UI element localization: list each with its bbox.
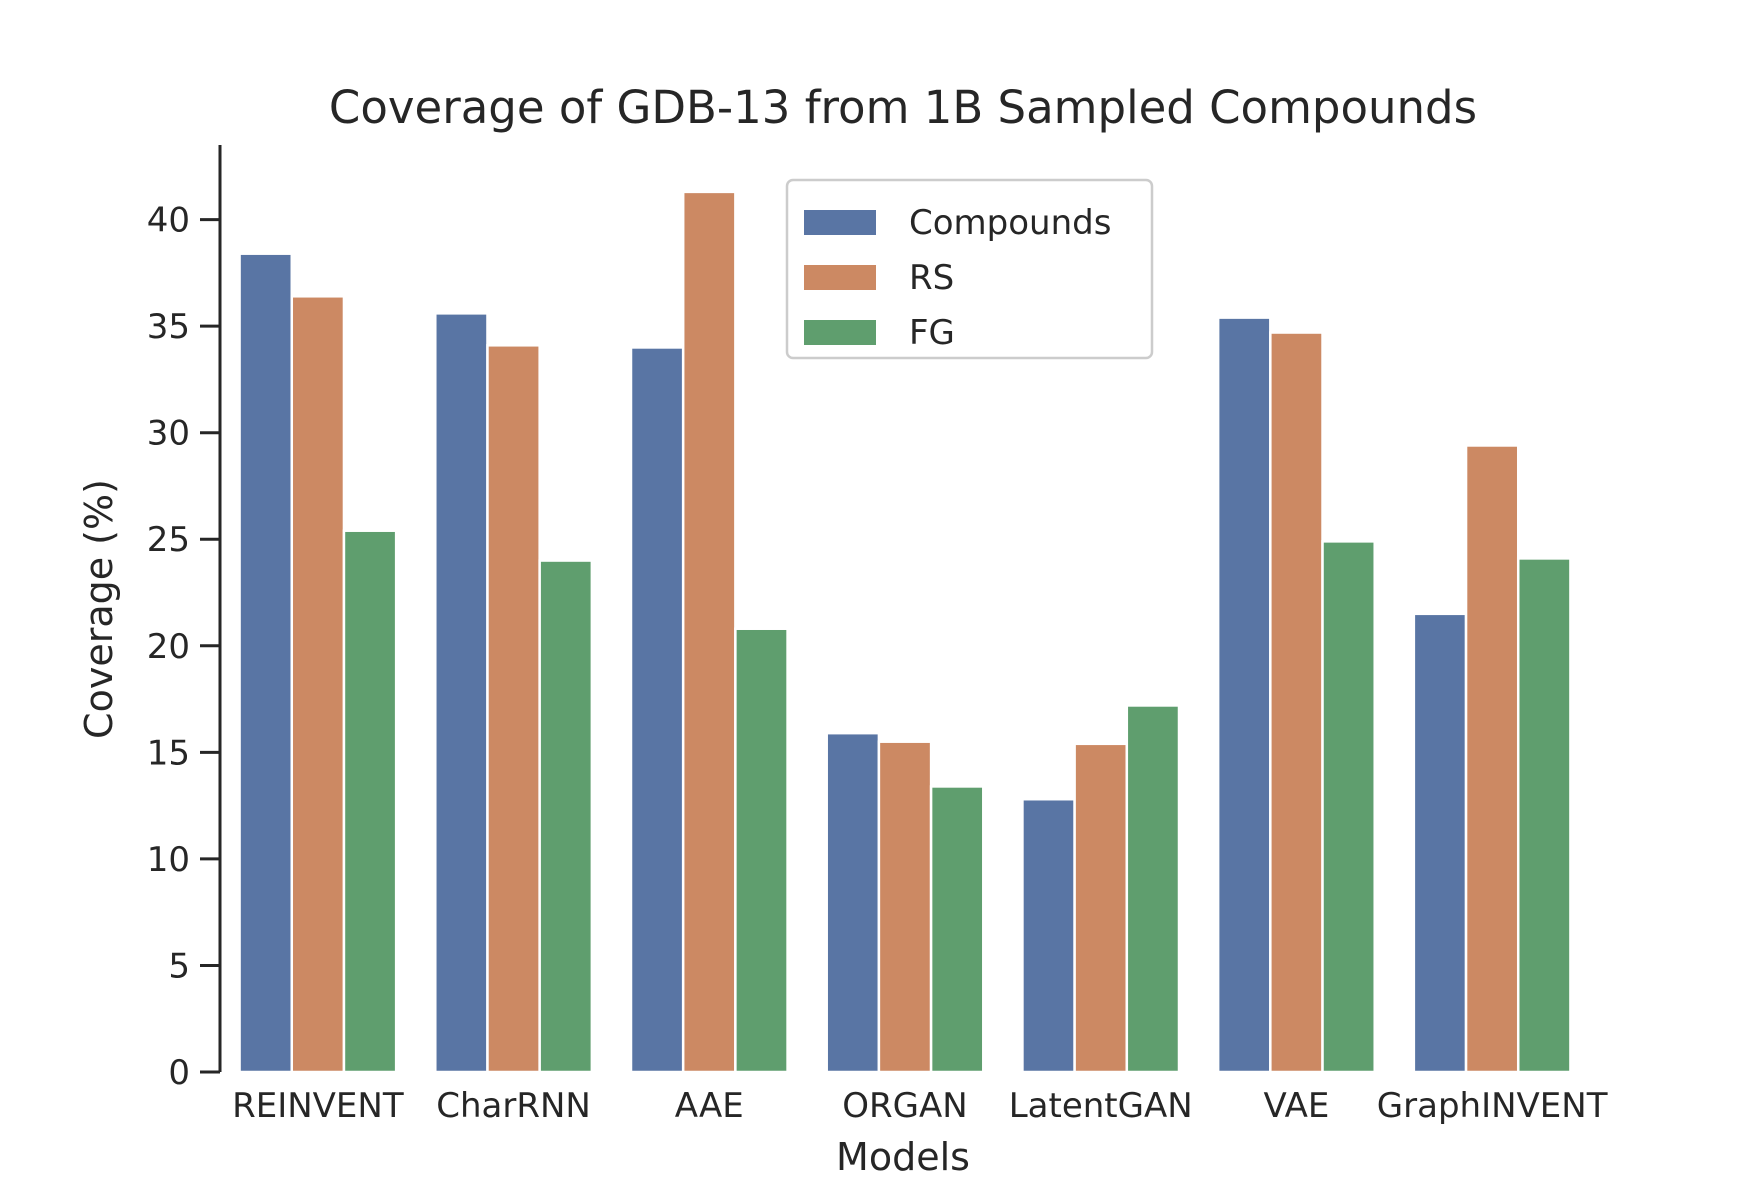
bar-fg-reinvent xyxy=(342,529,398,1074)
x-tick-label: AAE xyxy=(675,1086,744,1126)
x-tick-label: ORGAN xyxy=(842,1086,967,1126)
bar-fg-vae xyxy=(1321,540,1376,1074)
bar-rs-aae xyxy=(681,190,737,1074)
legend-label-fg: FG xyxy=(909,313,955,353)
bar-fg-organ xyxy=(929,785,985,1074)
bar-fg-charrnn xyxy=(538,559,594,1074)
y-tick-label: 5 xyxy=(168,946,190,986)
bar-rs-reinvent xyxy=(290,295,346,1074)
axes-group: REINVENT CharRNN AAE ORGAN LatentGAN VAE Graph… xyxy=(147,145,1608,1126)
bar-compounds-aae xyxy=(629,346,685,1074)
bar-fg-aae xyxy=(734,627,789,1074)
y-tick-label: 15 xyxy=(147,733,190,773)
legend-frame xyxy=(785,178,1154,360)
y-tick-label: 30 xyxy=(147,414,190,454)
y-tick-label: 0 xyxy=(168,1053,190,1093)
bar-compounds-vae xyxy=(1216,316,1272,1074)
bar-rs-graphinvent xyxy=(1464,444,1520,1074)
bars-group xyxy=(238,190,1572,1074)
legend: Compounds RS FG xyxy=(785,178,1154,360)
bar-fg-latentgan xyxy=(1125,704,1181,1074)
legend-swatch-fg xyxy=(804,320,876,345)
bar-rs-vae xyxy=(1269,331,1324,1074)
bar-compounds-organ xyxy=(825,731,881,1074)
legend-label-compounds: Compounds xyxy=(909,203,1111,243)
y-tick-label: 40 xyxy=(147,201,190,241)
legend-swatch-compounds xyxy=(804,210,876,235)
legend-swatch-rs xyxy=(804,265,876,290)
x-tick-label: VAE xyxy=(1264,1086,1330,1126)
y-tick-label: 25 xyxy=(147,520,190,560)
bar-fg-graphinvent xyxy=(1516,557,1572,1074)
legend-label-rs: RS xyxy=(909,258,954,298)
bar-rs-latentgan xyxy=(1073,742,1129,1074)
bar-rs-organ xyxy=(877,740,933,1074)
bar-compounds-latentgan xyxy=(1021,797,1076,1074)
bar-rs-charrnn xyxy=(486,344,541,1074)
chart-title: Coverage of GDB-13 from 1B Sampled Compo… xyxy=(329,81,1477,134)
x-tick-label: REINVENT xyxy=(232,1086,404,1126)
x-tick-label: GraphINVENT xyxy=(1377,1086,1608,1126)
bar-compounds-graphinvent xyxy=(1412,612,1468,1074)
x-axis-label: Models xyxy=(836,1135,970,1179)
bar-compounds-reinvent xyxy=(238,252,294,1074)
y-tick-label: 20 xyxy=(147,627,190,667)
y-tick-label: 10 xyxy=(147,840,190,880)
bar-compounds-charrnn xyxy=(434,312,489,1074)
x-tick-label: CharRNN xyxy=(436,1086,591,1126)
y-tick-label: 35 xyxy=(147,307,190,347)
y-axis-label: Coverage (%) xyxy=(77,479,121,739)
x-tick-label: LatentGAN xyxy=(1009,1086,1193,1126)
